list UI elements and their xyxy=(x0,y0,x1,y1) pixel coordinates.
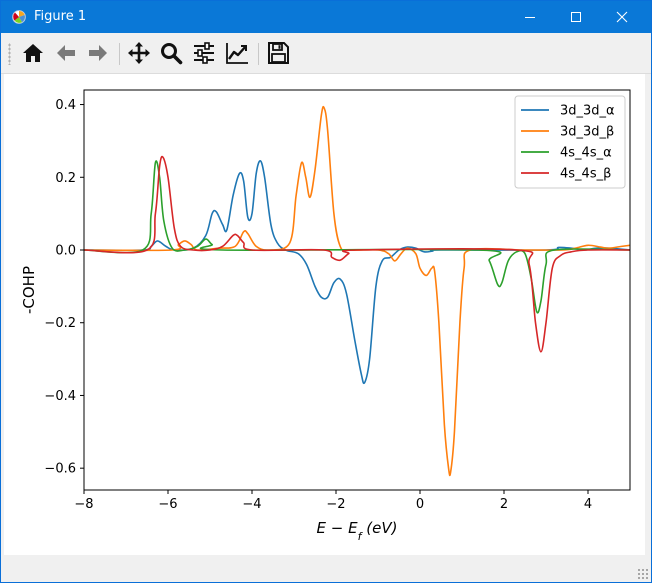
legend-entry: 4s_4s_β xyxy=(560,167,611,182)
back-button[interactable] xyxy=(52,39,80,67)
window-title: Figure 1 xyxy=(34,9,87,24)
x-tick-label: −4 xyxy=(242,497,261,512)
title-bar[interactable]: Figure 1 xyxy=(1,1,651,33)
maximize-button[interactable] xyxy=(553,1,599,33)
y-tick-label: −0.6 xyxy=(44,462,76,477)
matplotlib-icon xyxy=(12,10,26,24)
navigation-toolbar xyxy=(1,33,651,74)
x-axis-label: E − Ef (eV) xyxy=(317,519,398,543)
minimize-icon xyxy=(525,17,535,18)
line-chart-icon xyxy=(226,43,248,64)
x-tick-label: 0 xyxy=(416,497,424,512)
resize-grip[interactable] xyxy=(637,568,649,580)
legend-box xyxy=(514,95,626,189)
y-axis-label: -COHP xyxy=(20,266,38,314)
figure-canvas[interactable]: −8 −6 −4 −2 0 2 4 −0.6 −0.4 −0.2 0.0 0.2 0.4 E − Ef… xyxy=(4,74,645,555)
back-arrow-icon xyxy=(57,45,75,61)
zoom-icon xyxy=(161,43,183,65)
legend-entry: 3d_3d_β xyxy=(560,125,614,140)
toolbar-separator xyxy=(119,43,120,65)
customize-button[interactable] xyxy=(223,39,251,67)
series-line-1 xyxy=(84,105,630,477)
status-bar xyxy=(1,556,651,582)
toolbar-grip[interactable] xyxy=(8,43,11,65)
legend-entry: 3d_3d_α xyxy=(560,104,615,119)
y-tick-label: 0.0 xyxy=(55,244,76,259)
zoom-button[interactable] xyxy=(157,39,185,67)
x-tick-label: −2 xyxy=(326,497,345,512)
save-button[interactable] xyxy=(264,39,292,67)
sliders-icon xyxy=(194,42,214,64)
pan-button[interactable] xyxy=(125,39,153,67)
subplots-button[interactable] xyxy=(190,39,218,67)
forward-arrow-icon xyxy=(89,45,107,61)
minimize-button[interactable] xyxy=(507,1,553,33)
close-button[interactable] xyxy=(599,1,645,33)
y-tick-label: 0.4 xyxy=(55,98,76,113)
axes-frame xyxy=(83,89,631,491)
y-tick-layer: −0.6 −0.4 −0.2 0.0 0.2 0.4 xyxy=(44,98,84,477)
y-tick-label: 0.2 xyxy=(55,171,76,186)
forward-button[interactable] xyxy=(84,39,112,67)
maximize-icon xyxy=(571,12,581,22)
y-tick-label: −0.4 xyxy=(44,389,76,404)
x-tick-label: 2 xyxy=(500,497,508,512)
series-line-0 xyxy=(84,160,630,385)
series-line-3 xyxy=(84,155,630,353)
floppy-disk-icon xyxy=(268,42,289,64)
legend-entry: 4s_4s_α xyxy=(560,146,612,161)
x-tick-layer: −8 −6 −4 −2 0 2 4 xyxy=(74,490,592,512)
y-tick-label: −0.2 xyxy=(44,316,76,331)
move-icon xyxy=(128,42,150,64)
home-icon xyxy=(23,44,43,62)
cohp-chart[interactable]: −8 −6 −4 −2 0 2 4 −0.6 −0.4 −0.2 0.0 0.2 0.4 E − Ef… xyxy=(4,74,645,555)
series-layer xyxy=(84,105,630,477)
close-icon xyxy=(616,11,628,23)
legend: 3d_3d_α 3d_3d_β 4s_4s_α 4s_4s_β xyxy=(514,95,626,189)
x-tick-label: −8 xyxy=(74,497,93,512)
x-tick-label: −6 xyxy=(158,497,177,512)
home-button[interactable] xyxy=(19,39,47,67)
x-tick-label: 4 xyxy=(584,497,592,512)
toolbar-separator xyxy=(258,43,259,65)
